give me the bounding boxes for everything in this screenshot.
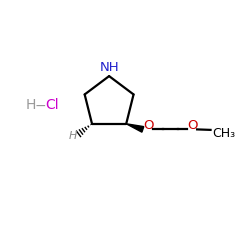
Text: CH₃: CH₃ — [212, 127, 235, 140]
Text: −: − — [35, 98, 46, 112]
Text: H: H — [26, 98, 36, 112]
Text: H: H — [68, 131, 77, 141]
Polygon shape — [126, 124, 144, 132]
Text: Cl: Cl — [45, 98, 59, 112]
Text: O: O — [187, 119, 198, 132]
Text: NH: NH — [99, 61, 119, 74]
Text: O: O — [143, 119, 154, 132]
